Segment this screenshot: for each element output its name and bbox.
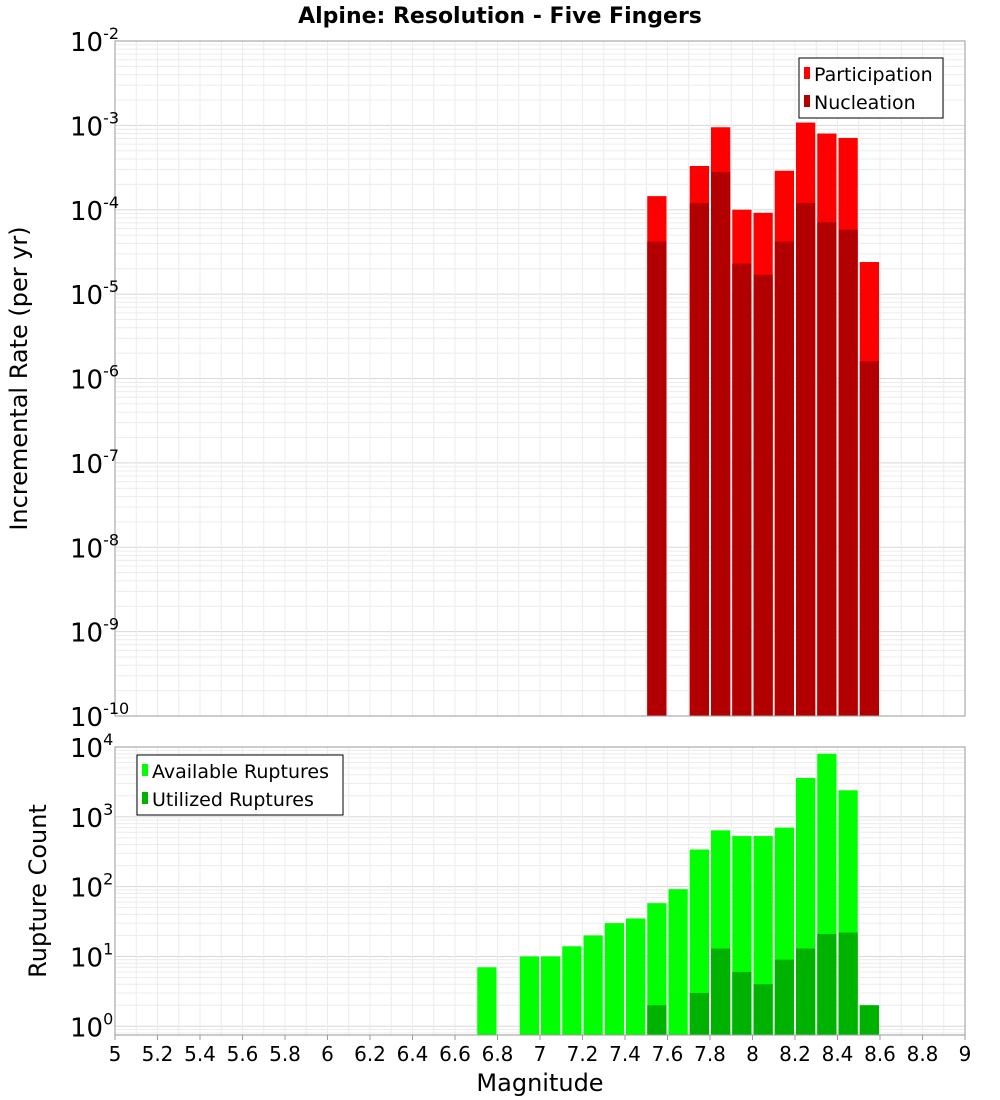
legend-label: Available Ruptures	[152, 761, 329, 783]
x-tick-label: 9	[959, 1042, 972, 1066]
utilized-ruptures-bar	[838, 932, 858, 1035]
y-tick-label: 10-7	[70, 446, 119, 480]
plot-frame	[114, 40, 966, 717]
x-tick-label: 7.8	[694, 1042, 726, 1066]
available-ruptures-bar	[604, 923, 624, 1035]
y-axis-title: Incremental Rate (per yr)	[5, 226, 33, 530]
utilized-ruptures-bar	[774, 959, 794, 1035]
count-panel: 104 103 102 101 100 Rupture Count	[24, 730, 966, 1043]
available-ruptures-bar	[583, 935, 603, 1035]
nucleation-bar	[689, 203, 709, 716]
available-ruptures-bar	[626, 918, 646, 1035]
x-tick-label: 5.2	[142, 1042, 174, 1066]
y-tick-label: 102	[70, 870, 113, 904]
utilized-ruptures-bar	[817, 933, 837, 1035]
y-tick-label: 10-8	[70, 530, 119, 564]
x-tick-label: 6.8	[482, 1042, 514, 1066]
nucleation-bar	[647, 241, 667, 717]
available-ruptures-bar	[562, 946, 582, 1035]
legend-box	[798, 57, 944, 119]
available-ruptures-bar	[689, 849, 709, 1035]
x-tick-label: 8.6	[864, 1042, 896, 1066]
utilized-ruptures-bar	[732, 971, 752, 1035]
y-tick-label: 10-4	[70, 193, 119, 227]
utilized-ruptures-bar	[711, 948, 731, 1035]
x-tick-label: 6.6	[439, 1042, 471, 1066]
y-tick-label: 100	[70, 1009, 113, 1043]
legend-box	[136, 754, 344, 816]
x-tick-label: 6.2	[354, 1042, 386, 1066]
y-tick-label: 10-10	[70, 699, 129, 733]
nucleation-bar	[753, 274, 773, 716]
x-tick-label: 6.4	[397, 1042, 429, 1066]
available-ruptures-bar	[541, 956, 561, 1035]
legend-swatch	[142, 764, 148, 776]
legend-swatch	[804, 95, 810, 107]
x-tick-label: 7.2	[567, 1042, 599, 1066]
x-tick-label: 7	[534, 1042, 547, 1066]
y-tick-label: 10-2	[70, 24, 119, 58]
available-ruptures-bar	[668, 889, 688, 1035]
rate-panel: 10-2 10-3 10-4 10-5 10-6 10-7 10-8 10-9 10-10 Inc…	[5, 24, 966, 733]
y-tick-label: 103	[70, 800, 113, 834]
y-tick-label: 101	[70, 939, 113, 973]
nucleation-bar	[859, 361, 879, 716]
x-tick-label: 7.4	[609, 1042, 641, 1066]
count-legend: Available Ruptures Utilized Ruptures	[136, 754, 344, 816]
utilized-ruptures-bar	[689, 992, 709, 1035]
y-axis-title: Rupture Count	[24, 804, 52, 978]
y-tick-label: 10-9	[70, 615, 119, 649]
nucleation-bar	[732, 263, 752, 716]
y-tick-label: 10-3	[70, 108, 119, 142]
nucleation-bar	[774, 241, 794, 717]
legend-swatch	[804, 67, 810, 79]
available-ruptures-bar	[519, 956, 539, 1035]
rate-legend: Participation Nucleation	[798, 57, 944, 119]
legend-swatch	[142, 792, 148, 804]
x-tick-label: 8.8	[907, 1042, 939, 1066]
utilized-ruptures-bar	[753, 984, 773, 1035]
chart-title: Alpine: Resolution - Five Fingers	[298, 4, 702, 29]
legend-label: Nucleation	[814, 92, 916, 114]
nucleation-bar	[838, 229, 858, 717]
legend-label: Utilized Ruptures	[152, 789, 314, 811]
available-ruptures-bar	[647, 903, 667, 1035]
utilized-ruptures-bar	[647, 1005, 667, 1035]
x-tick-label: 7.6	[652, 1042, 684, 1066]
x-tick-label: 5	[109, 1042, 122, 1066]
x-tick-label: 8	[746, 1042, 759, 1066]
legend-label: Participation	[814, 64, 933, 86]
utilized-ruptures-bar	[859, 1005, 879, 1035]
nucleation-bar	[796, 203, 816, 716]
x-tick-label: 5.8	[269, 1042, 301, 1066]
nucleation-bar	[817, 222, 837, 716]
x-tick-label: 6	[321, 1042, 334, 1066]
x-tick-label: 8.2	[779, 1042, 811, 1066]
nucleation-bar	[711, 172, 731, 716]
x-tick-label: 8.4	[822, 1042, 854, 1066]
y-tick-label: 10-6	[70, 362, 119, 396]
x-tick-label: 5.6	[227, 1042, 259, 1066]
utilized-ruptures-bar	[796, 948, 816, 1035]
y-tick-label: 104	[70, 730, 113, 764]
x-axis-title: Magnitude	[476, 1069, 603, 1097]
x-tick-label: 5.4	[184, 1042, 216, 1066]
y-tick-label: 10-5	[70, 277, 119, 311]
available-ruptures-bar	[477, 967, 497, 1035]
